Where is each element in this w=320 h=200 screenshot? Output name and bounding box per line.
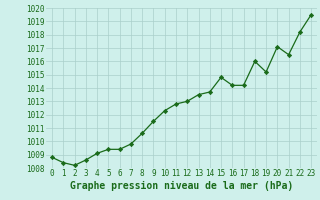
X-axis label: Graphe pression niveau de la mer (hPa): Graphe pression niveau de la mer (hPa) <box>70 181 293 191</box>
